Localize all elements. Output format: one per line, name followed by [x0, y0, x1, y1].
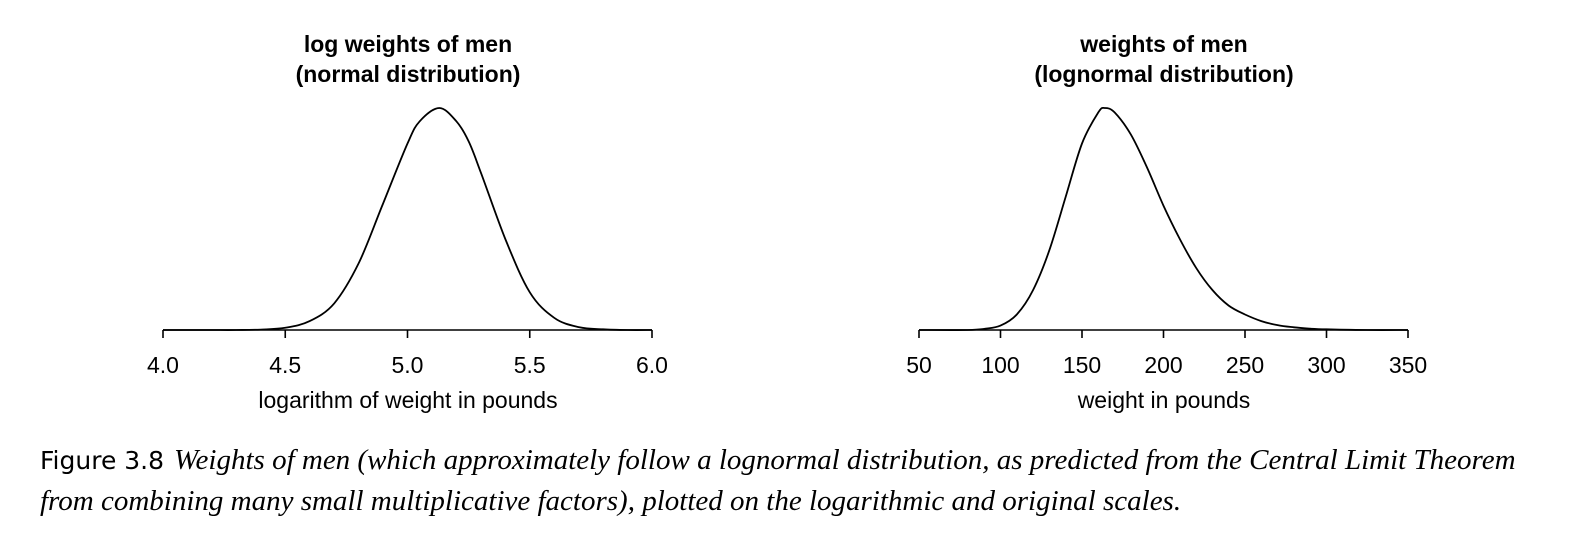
- x-tick-label: 4.0: [147, 352, 179, 378]
- x-tick-label: 250: [1226, 352, 1264, 378]
- x-tick-label: 150: [1063, 352, 1101, 378]
- chart-title-line: log weights of men: [304, 31, 512, 57]
- density-curve: [163, 107, 653, 331]
- x-axis-label: weight in pounds: [1077, 387, 1251, 413]
- x-axis-label: logarithm of weight in pounds: [258, 387, 557, 413]
- x-tick-label: 6.0: [636, 352, 668, 378]
- density-curve: [918, 106, 1409, 331]
- x-tick-label: 100: [981, 352, 1019, 378]
- chart-title-line: (normal distribution): [296, 61, 521, 87]
- x-tick-label: 50: [906, 352, 932, 378]
- chart-1: log weights of men (normal distribution) 4…: [147, 31, 668, 413]
- caption-text: Weights of men (which approximately foll…: [40, 444, 1516, 517]
- caption-label: Figure 3.8: [40, 446, 165, 475]
- x-tick-label: 350: [1389, 352, 1427, 378]
- x-tick-label: 4.5: [269, 352, 301, 378]
- x-tick-label: 5.0: [392, 352, 424, 378]
- chart-2: weights of men (lognormal distribution) 50…: [906, 31, 1427, 413]
- figure-caption: Figure 3.8 Weights of men (which approxim…: [40, 440, 1550, 521]
- x-tick-label: 300: [1307, 352, 1345, 378]
- x-tick-label: 5.5: [514, 352, 546, 378]
- chart-title-line: (lognormal distribution): [1034, 61, 1293, 87]
- charts-canvas: log weights of men (normal distribution) 4…: [147, 31, 1427, 413]
- chart-title-line: weights of men: [1079, 31, 1247, 57]
- x-tick-label: 200: [1144, 352, 1182, 378]
